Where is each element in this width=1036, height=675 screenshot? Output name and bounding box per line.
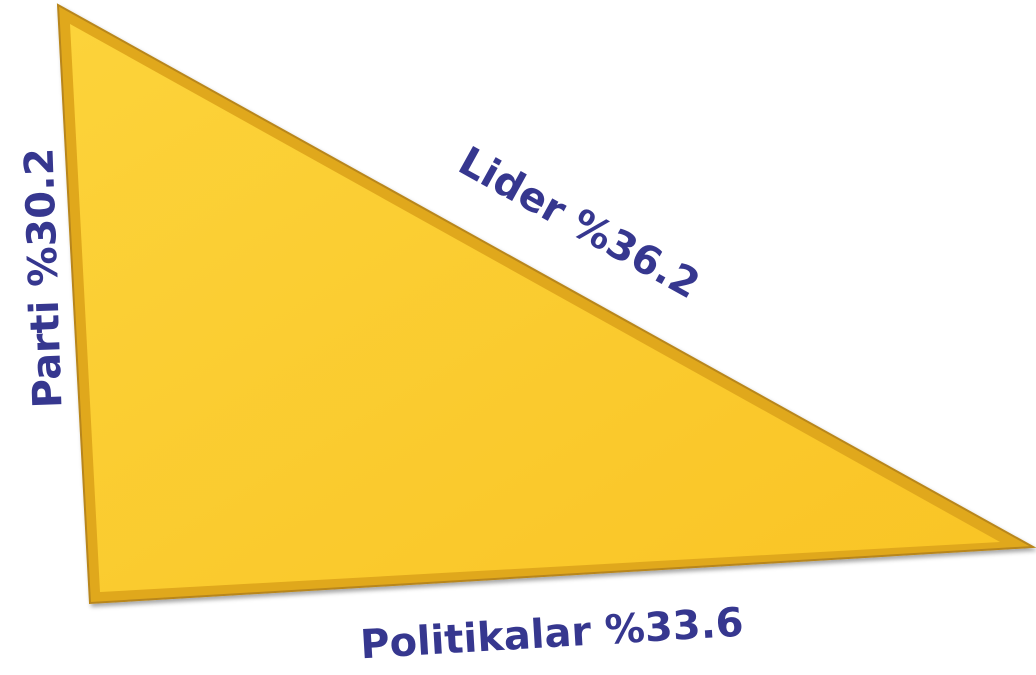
side-label: Politikalar %33.6 xyxy=(359,600,745,669)
triangle xyxy=(70,24,1000,592)
side-label: Parti %30.2 xyxy=(16,147,71,409)
